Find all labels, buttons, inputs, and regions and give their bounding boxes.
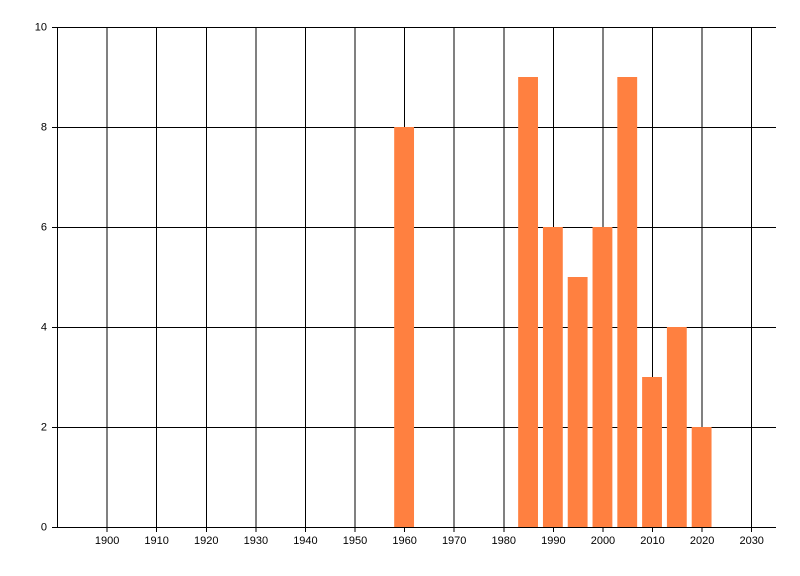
x-tick-label: 1940 [293,535,317,547]
bar [567,277,588,527]
bar [394,127,415,527]
x-tick-label: 1970 [442,535,466,547]
x-tick-label: 2030 [739,535,763,547]
x-tick-label: 1980 [492,535,516,547]
bar [642,377,662,527]
bar [518,77,538,527]
x-tick-label: 1910 [144,535,168,547]
x-tick-label: 1900 [95,535,119,547]
x-tick-label: 2020 [690,535,714,547]
bar [666,327,687,527]
y-tick-label: 8 [41,121,47,133]
x-tick-label: 2010 [640,535,664,547]
x-tick-label: 1960 [392,535,416,547]
x-tick-label: 1950 [343,535,367,547]
bar [617,77,638,527]
y-tick-label: 4 [41,321,47,333]
bar [592,227,613,527]
bar [542,227,563,527]
y-tick-label: 10 [35,21,47,33]
x-tick-label: 2000 [591,535,615,547]
bar [691,427,712,527]
x-tick-label: 1930 [244,535,268,547]
y-tick-label: 2 [41,421,47,433]
y-tick-label: 6 [41,221,47,233]
y-tick-label: 0 [41,521,47,533]
x-tick-label: 1990 [541,535,565,547]
x-tick-label: 1920 [194,535,218,547]
